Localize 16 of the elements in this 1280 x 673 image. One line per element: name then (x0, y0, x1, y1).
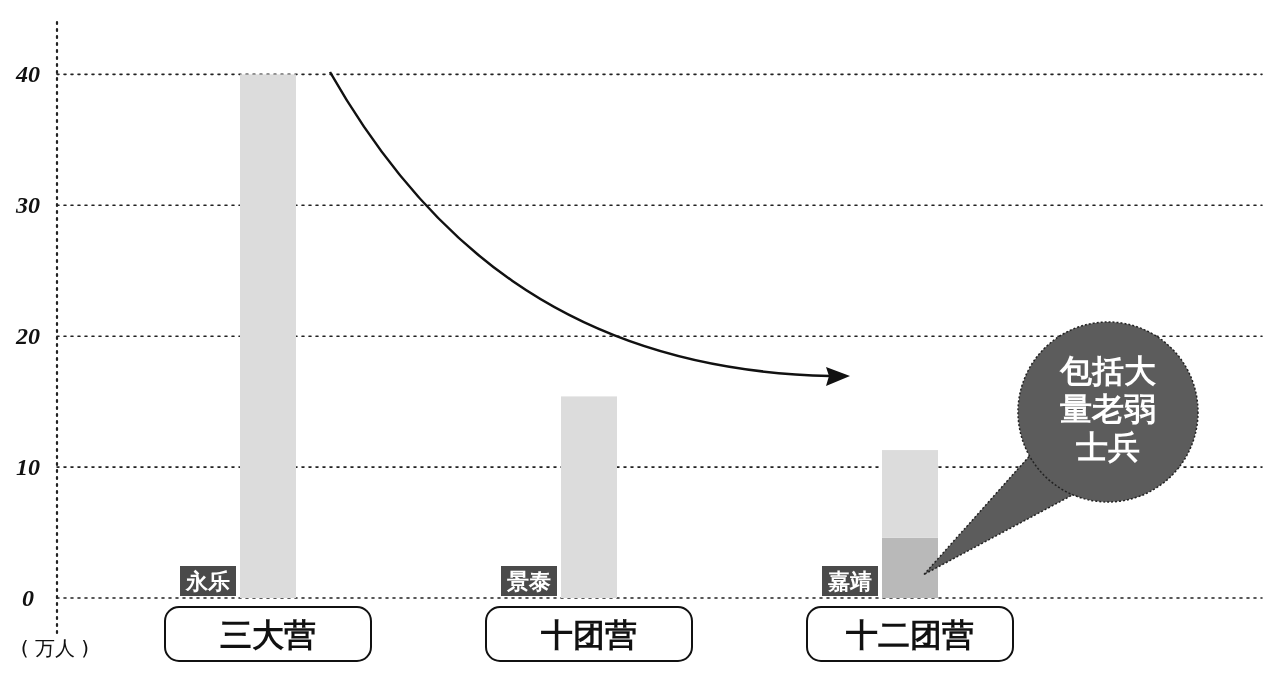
annotation: 包括大量老弱士兵 (1059, 353, 1156, 465)
x-tick-label: 三大营 (220, 617, 316, 653)
y-tick-label: 0 (22, 585, 34, 611)
y-axis-title: ( 万人 ) (20, 636, 90, 660)
x-tick-label: 十团营 (540, 617, 637, 653)
x-tick-label: 十二团营 (845, 617, 974, 653)
annotation: 嘉靖 (828, 569, 872, 594)
y-tick-label: 30 (15, 192, 40, 219)
y-tick-label: 20 (15, 323, 40, 350)
annotation: 景泰 (506, 569, 551, 594)
bar (240, 74, 296, 598)
y-tick-label: 10 (16, 454, 40, 481)
bar (561, 396, 617, 598)
bar (882, 537, 938, 598)
y-tick-label: 40 (15, 61, 40, 88)
annotation: 永乐 (185, 569, 230, 594)
